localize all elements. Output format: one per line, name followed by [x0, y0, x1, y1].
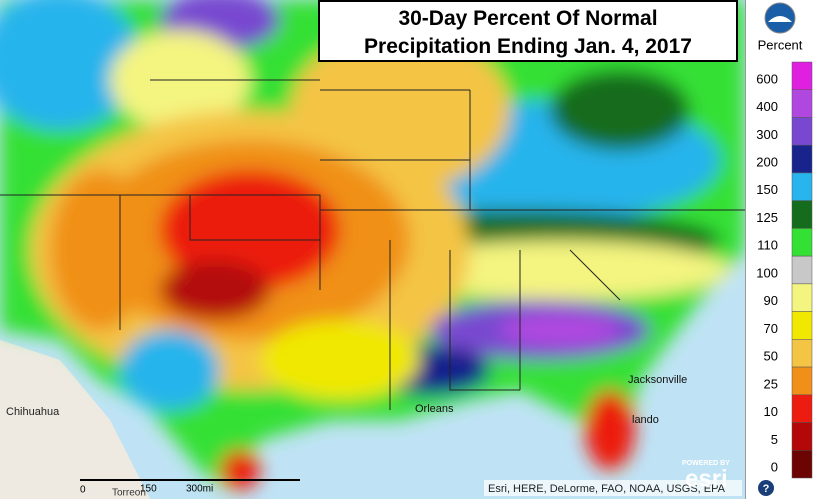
attribution: Esri, HERE, DeLorme, FAO, NOAA, USGS, EP…: [488, 483, 726, 495]
legend-label: 400: [756, 99, 778, 114]
help-button[interactable]: [758, 480, 774, 496]
legend-label: 600: [756, 71, 778, 86]
esri-logo: esri: [685, 465, 728, 492]
legend-label: 100: [756, 265, 778, 280]
legend-heading: Percent: [758, 37, 803, 52]
legend-swatch: [791, 228, 813, 257]
place-label: Orleans: [415, 403, 454, 415]
legend-swatch: [791, 311, 813, 340]
legend-swatch: [791, 172, 813, 201]
legend-swatch: [791, 450, 813, 479]
legend-label: 50: [764, 349, 778, 364]
attribution-bg: [484, 480, 742, 496]
legend-label: 300: [756, 127, 778, 142]
scale-mid: 150: [140, 484, 157, 495]
legend-label: 25: [764, 376, 778, 391]
place-label: Jacksonville: [628, 374, 687, 386]
legend-swatch: [791, 117, 813, 146]
title-box: 30-Day Percent Of Normal Precipitation E…: [318, 0, 738, 62]
help-text[interactable]: ?: [763, 483, 770, 495]
legend-label: 10: [764, 404, 778, 419]
legend-swatch: [791, 339, 813, 368]
state-borders: [0, 79, 745, 410]
legend-graphic: Percent ? 600400300200150125110100907050…: [756, 2, 813, 496]
legend-swatch: [791, 61, 813, 90]
legend-swatch: [791, 255, 813, 285]
legend-swatch: [791, 394, 813, 423]
legend-label: 150: [756, 182, 778, 197]
precip-field: [0, 0, 745, 490]
legend: Percent ? 600 400 300 200 150 125 110 100 90 70 50…: [745, 0, 814, 499]
scale-zero: 0: [80, 485, 86, 496]
mexico-land: [0, 340, 150, 499]
legend-label: 110: [757, 238, 778, 253]
esri-powered: POWERED BY: [682, 460, 730, 467]
map[interactable]: 0 150 300mi Torreon Chihuahua Jacksonvil…: [0, 0, 745, 499]
title-line: Precipitation Ending Jan. 4, 2017: [364, 35, 692, 58]
legend-swatch: [791, 144, 813, 174]
place-label: lando: [632, 414, 659, 426]
legend-swatch: [791, 200, 813, 229]
place-label: Chihuahua: [6, 406, 60, 418]
noaa-logo-bird: [768, 16, 792, 22]
place-label: Torreon: [112, 488, 146, 499]
legend-label: 5: [771, 432, 778, 447]
legend-swatch: [791, 422, 813, 451]
legend-label: 0: [771, 460, 778, 475]
legend-swatch: [791, 366, 813, 396]
legend-label: 200: [756, 155, 778, 170]
title-line: 30-Day Percent Of Normal: [398, 7, 658, 30]
legend-swatch: [791, 89, 813, 118]
legend-label: 90: [764, 293, 778, 308]
legend-label: 125: [756, 210, 778, 225]
scale-end: 300mi: [186, 484, 213, 495]
legend-swatch: [791, 283, 813, 312]
legend-label: 70: [764, 321, 778, 336]
